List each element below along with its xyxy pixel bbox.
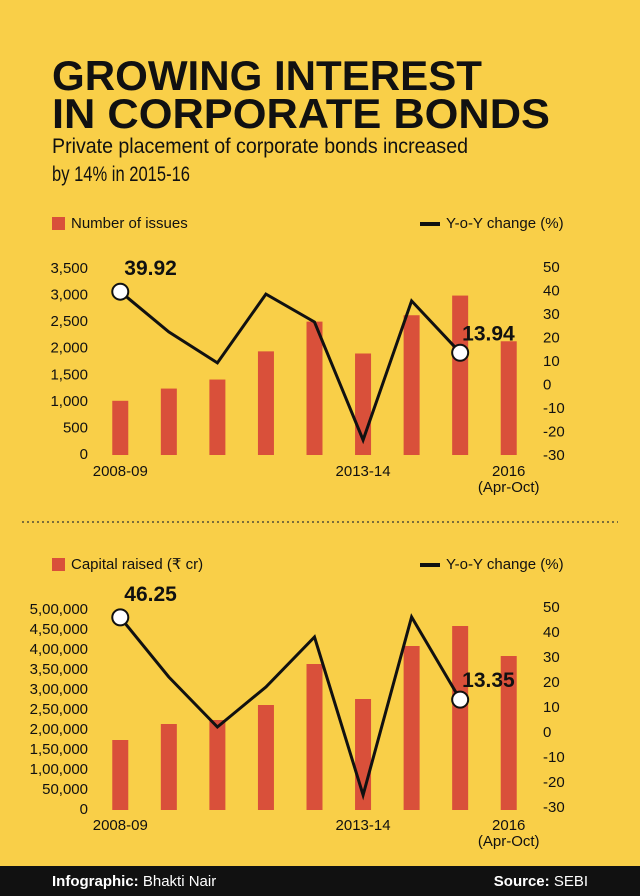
bar [452, 626, 469, 810]
bar [257, 351, 274, 455]
y2-tick-label: -20 [543, 774, 565, 791]
y-tick-label: 2,000 [50, 340, 88, 357]
y2-tick-label: -30 [543, 799, 565, 816]
point-marker [451, 690, 470, 709]
legend-label: Y-o-Y change (%) [446, 556, 564, 573]
footer-source: Source: SEBI [494, 873, 588, 890]
x-tick-label: 2008-09 [93, 817, 148, 834]
x-tick-label: 2016 (Apr-Oct) [478, 817, 540, 850]
bar [403, 646, 420, 810]
bar [306, 664, 323, 810]
legend-label: Capital raised (₹ cr) [71, 556, 203, 573]
source-label: Source: [494, 873, 550, 890]
x-tick-label: 2016 (Apr-Oct) [478, 463, 540, 496]
bar [112, 400, 129, 455]
y-tick-label: 3,000 [50, 287, 88, 304]
subtitle-line: by 14% in 2015-16 [52, 163, 190, 186]
y2-tick-label: 10 [543, 699, 560, 716]
legend-label: Number of issues [71, 215, 188, 232]
y-tick-label: 500 [63, 419, 88, 436]
y2-tick-label: 0 [543, 376, 551, 393]
data-label: 13.35 [462, 669, 515, 692]
data-label: 39.92 [124, 257, 177, 280]
point-marker [111, 282, 130, 301]
footer-bar [0, 866, 640, 896]
source: SEBI [554, 873, 588, 890]
y-tick-label: 2,00,000 [30, 721, 88, 738]
legend-label: Y-o-Y change (%) [446, 215, 564, 232]
x-tick-label: 2008-09 [93, 463, 148, 480]
point-marker [451, 343, 470, 362]
y-tick-label: 1,00,000 [30, 761, 88, 778]
credit-label: Infographic: [52, 873, 139, 890]
y-tick-label: 4,00,000 [30, 641, 88, 658]
bar [209, 379, 226, 455]
credit: Bhakti Nair [143, 873, 216, 890]
y2-tick-label: 40 [543, 282, 560, 299]
legend-swatch [52, 558, 65, 571]
bar [403, 315, 420, 455]
bar [112, 740, 129, 810]
y-tick-label: 1,50,000 [30, 741, 88, 758]
line [119, 613, 462, 801]
title-line: GROWING INTEREST [52, 52, 482, 99]
y2-tick-label: 50 [543, 599, 560, 616]
y-tick-label: 0 [80, 801, 88, 818]
y2-tick-label: 50 [543, 259, 560, 276]
y2-tick-label: 20 [543, 329, 560, 346]
y-tick-label: 3,50,000 [30, 661, 88, 678]
y2-tick-label: 30 [543, 306, 560, 323]
data-label: 13.94 [462, 322, 515, 345]
x-tick-label: 2013-14 [336, 463, 391, 480]
bar [452, 295, 469, 455]
y2-tick-label: 0 [543, 724, 551, 741]
y2-tick-label: 20 [543, 674, 560, 691]
title-line: IN CORPORATE BONDS [52, 90, 550, 137]
bar [500, 341, 517, 455]
y-tick-label: 1,500 [50, 366, 88, 383]
y-tick-label: 5,00,000 [30, 601, 88, 618]
y-tick-label: 4,50,000 [30, 621, 88, 638]
y2-tick-label: -10 [543, 749, 565, 766]
y2-tick-label: 10 [543, 353, 560, 370]
x-tick-label: 2013-14 [336, 817, 391, 834]
y2-tick-label: -20 [543, 423, 565, 440]
y-tick-label: 2,500 [50, 313, 88, 330]
y2-tick-label: -30 [543, 447, 565, 464]
bar [160, 388, 177, 455]
bar [500, 656, 517, 810]
y2-tick-label: 30 [543, 649, 560, 666]
subtitle-line: Private placement of corporate bonds inc… [52, 135, 468, 158]
y-tick-label: 0 [80, 446, 88, 463]
bar [257, 705, 274, 810]
bar [209, 720, 226, 810]
line [119, 290, 462, 445]
bar [160, 724, 177, 810]
point-marker [111, 608, 130, 627]
y-tick-label: 50,000 [42, 781, 88, 798]
y-tick-label: 3,00,000 [30, 681, 88, 698]
y-tick-label: 3,500 [50, 260, 88, 277]
footer-credit: Infographic: Bhakti Nair [52, 873, 216, 890]
bar [306, 321, 323, 455]
y2-tick-label: 40 [543, 624, 560, 641]
y-tick-label: 1,000 [50, 393, 88, 410]
y2-tick-label: -10 [543, 400, 565, 417]
legend-swatch [52, 217, 65, 230]
data-label: 46.25 [124, 583, 177, 606]
y-tick-label: 2,50,000 [30, 701, 88, 718]
